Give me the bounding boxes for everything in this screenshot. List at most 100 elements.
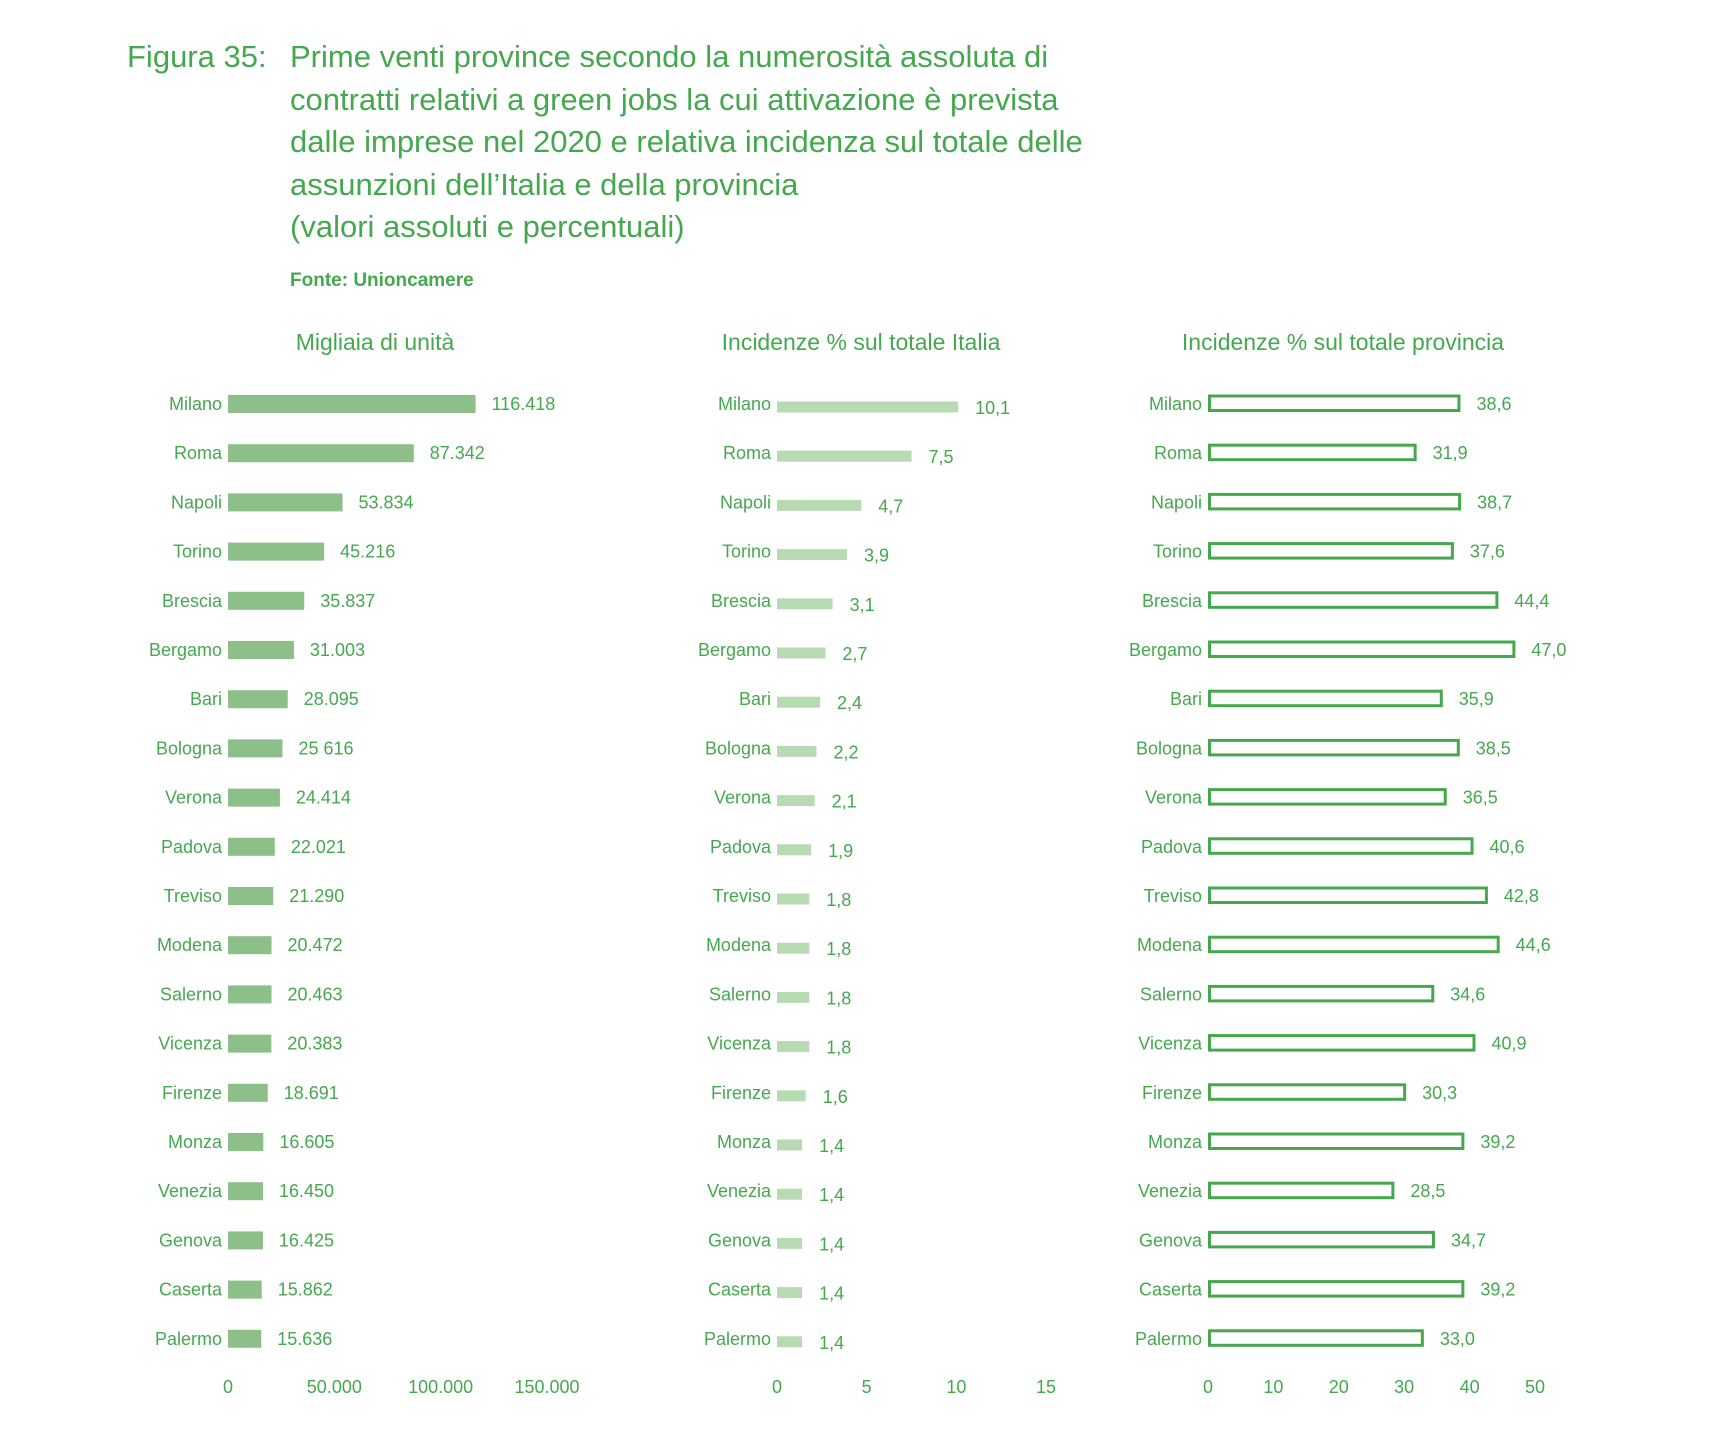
category-label: Caserta — [1139, 1280, 1203, 1300]
value-label: 53.834 — [358, 492, 413, 512]
bar — [228, 985, 272, 1004]
value-label: 34,7 — [1451, 1230, 1486, 1250]
x-tick-label: 0 — [1203, 1377, 1213, 1397]
category-label: Firenze — [711, 1083, 771, 1103]
category-label: Salerno — [709, 984, 771, 1004]
value-label: 1,8 — [826, 1038, 851, 1058]
x-tick-label: 10 — [1263, 1377, 1283, 1397]
value-label: 16.425 — [279, 1230, 334, 1250]
category-label: Palermo — [155, 1329, 222, 1349]
title-line: assunzioni dell’Italia e della provincia — [290, 166, 799, 202]
bar — [1208, 492, 1462, 511]
value-label: 25 616 — [298, 738, 353, 758]
bar — [1208, 738, 1460, 757]
x-tick-label: 30 — [1394, 1377, 1414, 1397]
category-label: Venezia — [158, 1181, 223, 1201]
x-tick-label: 150.000 — [514, 1377, 579, 1397]
bar — [777, 499, 862, 511]
bar — [777, 745, 817, 757]
category-label: Bergamo — [698, 640, 771, 660]
bar — [777, 1287, 803, 1299]
value-label: 38,5 — [1476, 738, 1511, 758]
value-label: 45.216 — [340, 542, 395, 562]
bar — [228, 444, 414, 463]
category-label: Verona — [714, 788, 772, 808]
value-label: 1,8 — [826, 890, 851, 910]
value-label: 1,8 — [826, 988, 851, 1008]
category-label: Vicenza — [158, 1034, 223, 1054]
value-label: 18.691 — [284, 1083, 339, 1103]
category-label: Brescia — [711, 591, 772, 611]
bar — [1208, 689, 1443, 708]
category-label: Roma — [723, 443, 772, 463]
bar — [1208, 591, 1499, 609]
category-label: Monza — [168, 1132, 223, 1152]
bar — [1208, 542, 1454, 560]
category-label: Treviso — [1144, 886, 1202, 906]
value-label: 2,7 — [842, 644, 867, 664]
value-label: 35,9 — [1459, 689, 1494, 709]
category-label: Vicenza — [1138, 1034, 1203, 1054]
value-label: 3,1 — [850, 595, 875, 615]
category-label: Napoli — [171, 492, 222, 512]
category-label: Bologna — [156, 738, 223, 758]
x-tick-label: 5 — [862, 1377, 872, 1397]
bar — [1208, 394, 1461, 412]
bar — [228, 1231, 263, 1250]
x-tick-label: 100.000 — [408, 1377, 473, 1397]
category-label: Bari — [1170, 689, 1202, 709]
category-label: Venezia — [1138, 1181, 1203, 1201]
value-label: 1,4 — [819, 1136, 844, 1156]
category-label: Roma — [174, 443, 223, 463]
bar — [1208, 1230, 1435, 1249]
value-label: 7,5 — [929, 447, 954, 467]
value-label: 31,9 — [1433, 443, 1468, 463]
value-label: 1,9 — [828, 841, 853, 861]
category-label: Salerno — [160, 984, 222, 1004]
category-label: Venezia — [707, 1181, 772, 1201]
figure-label: Figura 35: — [127, 39, 267, 74]
value-label: 1,4 — [819, 1234, 844, 1254]
value-label: 31.003 — [310, 640, 365, 660]
bar — [1208, 837, 1474, 855]
category-label: Bologna — [1136, 738, 1203, 758]
bar — [1208, 984, 1435, 1003]
x-tick-label: 20 — [1329, 1377, 1349, 1397]
bar — [228, 837, 275, 856]
value-label: 35.837 — [320, 591, 375, 611]
value-label: 2,1 — [832, 792, 857, 812]
category-label: Bari — [739, 689, 771, 709]
value-label: 2,2 — [833, 742, 858, 762]
value-label: 20.383 — [287, 1034, 342, 1054]
bar — [777, 1041, 810, 1053]
bar — [228, 788, 280, 807]
category-label: Padova — [161, 837, 223, 857]
bar — [1208, 1132, 1465, 1150]
category-label: Napoli — [720, 492, 771, 512]
category-label: Verona — [165, 788, 223, 808]
category-label: Brescia — [162, 591, 223, 611]
value-label: 28.095 — [304, 689, 359, 709]
value-label: 40,9 — [1491, 1034, 1526, 1054]
bar — [228, 542, 325, 561]
category-label: Padova — [1141, 837, 1203, 857]
bar — [228, 1133, 264, 1151]
category-label: Monza — [717, 1132, 772, 1152]
category-label: Treviso — [164, 886, 222, 906]
value-label: 1,6 — [823, 1087, 848, 1107]
x-tick-label: 50 — [1525, 1377, 1545, 1397]
x-tick-label: 0 — [772, 1377, 782, 1397]
bar — [1208, 788, 1447, 806]
x-tick-label: 40 — [1460, 1377, 1480, 1397]
bar — [228, 1329, 262, 1348]
category-label: Vicenza — [707, 1034, 772, 1054]
bar — [1208, 1280, 1465, 1298]
title-line: Prime venti province secondo la numerosi… — [290, 39, 1049, 74]
source-note: Fonte: Unioncamere — [290, 270, 474, 291]
value-label: 116.418 — [492, 394, 556, 414]
category-label: Treviso — [713, 886, 771, 906]
value-label: 21.290 — [289, 886, 344, 906]
bar — [1208, 1329, 1424, 1347]
category-label: Bergamo — [149, 640, 222, 660]
